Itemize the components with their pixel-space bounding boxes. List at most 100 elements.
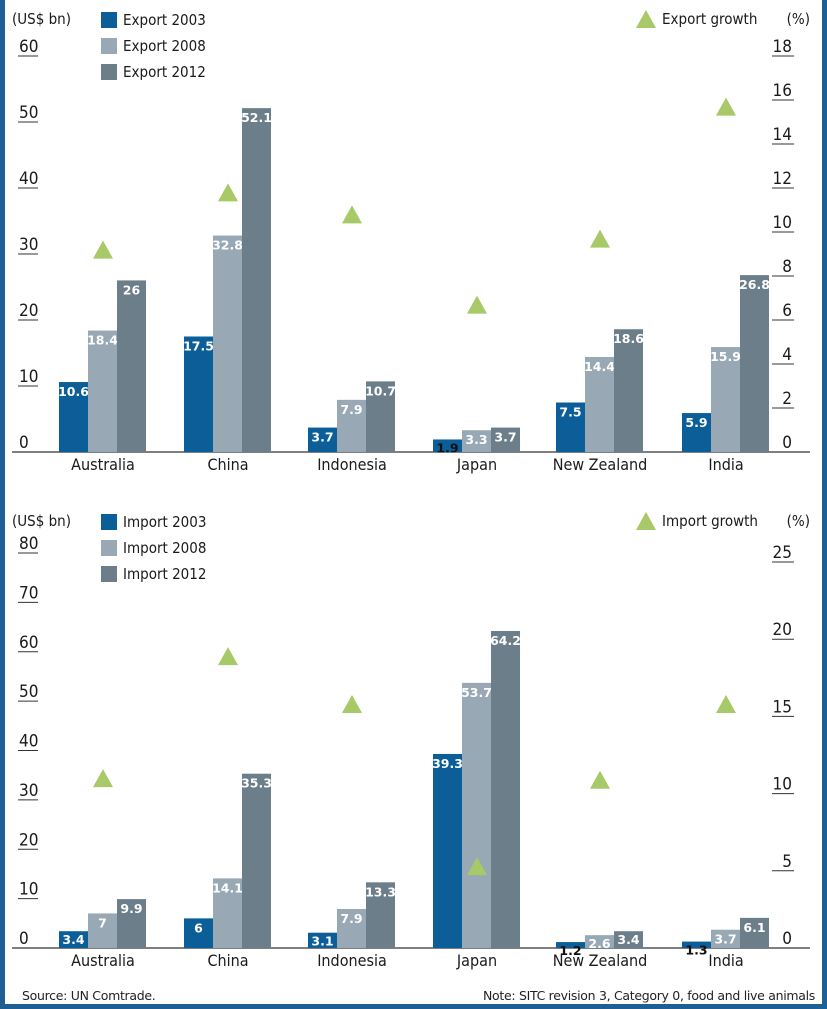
panel1-growth-marker xyxy=(342,205,362,224)
panel2-bar xyxy=(491,631,520,948)
panel1-growth-marker xyxy=(590,229,610,248)
panel2-bar-data-label: 1.2 xyxy=(559,943,581,958)
panel2-bar xyxy=(213,878,242,948)
panel2-y2-tick-label: 25 xyxy=(773,543,792,563)
panel2-growth-marker xyxy=(590,770,610,789)
panel1-bar xyxy=(308,427,337,452)
panel1-growth-legend-marker xyxy=(636,10,656,28)
panel2-bar xyxy=(682,941,711,948)
panel2-y2-tick-label: 20 xyxy=(773,620,792,640)
panel2-bar-data-label: 7.9 xyxy=(340,911,362,926)
panel2-category-label: Japan xyxy=(456,951,497,970)
panel2-legend-label: Import 2012 xyxy=(123,565,206,583)
panel2-bar-data-label: 7 xyxy=(98,915,107,930)
panel1-legend-swatch xyxy=(101,12,117,28)
panel2-legend-label: Import 2003 xyxy=(123,513,206,531)
panel2-legend-swatch xyxy=(101,566,117,582)
panel1-bar xyxy=(740,275,769,452)
panel2-y-axis-label: (US$ bn) xyxy=(12,512,71,530)
panel2-bar-data-label: 3.4 xyxy=(617,932,639,947)
panel2-bar-data-label: 6 xyxy=(194,920,203,935)
panel1-category-label: Japan xyxy=(456,455,497,474)
panel1-bar-data-label: 14.4 xyxy=(584,359,615,374)
panel1-legend-label: Export 2003 xyxy=(123,11,206,29)
panel2-bar xyxy=(308,932,337,948)
panel1-y2-tick-label: 6 xyxy=(782,301,792,321)
panel1-bar xyxy=(491,427,520,452)
panel1-y-axis-label: (US$ bn) xyxy=(12,10,71,28)
panel1-growth-marker xyxy=(218,183,238,202)
panel1-bar xyxy=(614,329,643,452)
panel1-bar-data-label: 17.5 xyxy=(183,339,214,354)
panel1-bar xyxy=(585,356,614,452)
panel1-bar-data-label: 18.6 xyxy=(613,331,644,346)
panel2-legend-swatch xyxy=(101,540,117,556)
panel2-bar xyxy=(117,899,146,948)
panel1-bar xyxy=(117,280,146,452)
panel2-growth-marker xyxy=(342,695,362,714)
panel2-y2-tick-label: 10 xyxy=(773,775,792,795)
panel2-y2-tick-label: 0 xyxy=(782,929,792,949)
panel2-bar xyxy=(59,931,88,948)
panel1-y2-tick-label: 18 xyxy=(773,37,792,57)
panel2-legend-label: Import 2008 xyxy=(123,539,206,557)
panel2-category-label: China xyxy=(207,951,248,970)
panel2-bar xyxy=(433,753,462,948)
panel2-y-tick-label: 40 xyxy=(19,732,38,752)
panel2-category-label: New Zealand xyxy=(553,951,648,970)
panel2-y-tick-label: 10 xyxy=(19,880,38,900)
panel1-bar xyxy=(366,381,395,452)
panel1-bar xyxy=(682,413,711,452)
panel2-bar xyxy=(337,908,366,948)
panel1-y-tick-label: 10 xyxy=(19,367,38,387)
panel1-y2-tick-label: 12 xyxy=(773,169,792,189)
panel1-growth-marker xyxy=(467,295,487,314)
panel2-growth-marker xyxy=(93,769,113,788)
panel1-growth-marker xyxy=(93,240,113,259)
panel2-bar-data-label: 35.3 xyxy=(241,776,272,791)
panel2-bar xyxy=(585,935,614,948)
panel1-bar-data-label: 18.4 xyxy=(87,333,118,348)
panel2-bar-data-label: 3.1 xyxy=(311,934,333,949)
panel2-category-label: Australia xyxy=(71,951,135,970)
panel1-bar xyxy=(711,347,740,452)
panel1-category-label: Indonesia xyxy=(317,455,387,474)
panel2-bar-data-label: 53.7 xyxy=(461,685,492,700)
panel1-legend-swatch xyxy=(101,64,117,80)
panel1-y2-tick-label: 16 xyxy=(773,81,792,101)
panel2-y-tick-label: 0 xyxy=(19,929,29,949)
panel1-bar xyxy=(462,430,491,452)
panel1-bar xyxy=(556,402,585,452)
panel1-growth-legend-label: Export growth xyxy=(662,10,757,28)
panel1-y-tick-label: 30 xyxy=(19,235,38,255)
panel1-bar xyxy=(242,108,271,452)
panel2-bar-data-label: 13.3 xyxy=(365,884,396,899)
panel1-bar-data-label: 32.8 xyxy=(212,238,243,253)
panel1-bar xyxy=(433,439,462,452)
panel1-y-tick-label: 20 xyxy=(19,301,38,321)
panel1-bar-data-label: 10.7 xyxy=(365,383,396,398)
panel2-bar xyxy=(711,929,740,948)
panel2-growth-legend-label: Import growth xyxy=(662,512,758,530)
panel2-bar-data-label: 1.3 xyxy=(685,943,707,958)
panel1-bar-data-label: 3.3 xyxy=(465,432,487,447)
panel2-bar xyxy=(366,882,395,948)
panel1-bar xyxy=(184,336,213,452)
panel1-y2-tick-label: 4 xyxy=(782,345,792,365)
panel2-y2-tick-label: 5 xyxy=(782,852,792,872)
panel1-y2-tick-label: 8 xyxy=(782,257,792,277)
panel1-bar-data-label: 7.5 xyxy=(559,405,581,420)
panel2-bar xyxy=(462,682,491,948)
panel1-category-label: China xyxy=(207,455,248,474)
panel2-legend-swatch xyxy=(101,514,117,530)
source-note: Source: UN Comtrade. xyxy=(22,988,156,1003)
panel1-legend-label: Export 2008 xyxy=(123,37,206,55)
panel1-bar-data-label: 15.9 xyxy=(710,349,741,364)
panel1-bar-data-label: 1.9 xyxy=(436,440,458,455)
panel1-bar-data-label: 52.1 xyxy=(241,110,272,125)
panel2-y-tick-label: 80 xyxy=(19,534,38,554)
panel1-bar-data-label: 3.7 xyxy=(494,430,516,445)
panel1-y2-axis-label: (%) xyxy=(787,10,810,28)
panel1-legend-label: Export 2012 xyxy=(123,63,206,81)
